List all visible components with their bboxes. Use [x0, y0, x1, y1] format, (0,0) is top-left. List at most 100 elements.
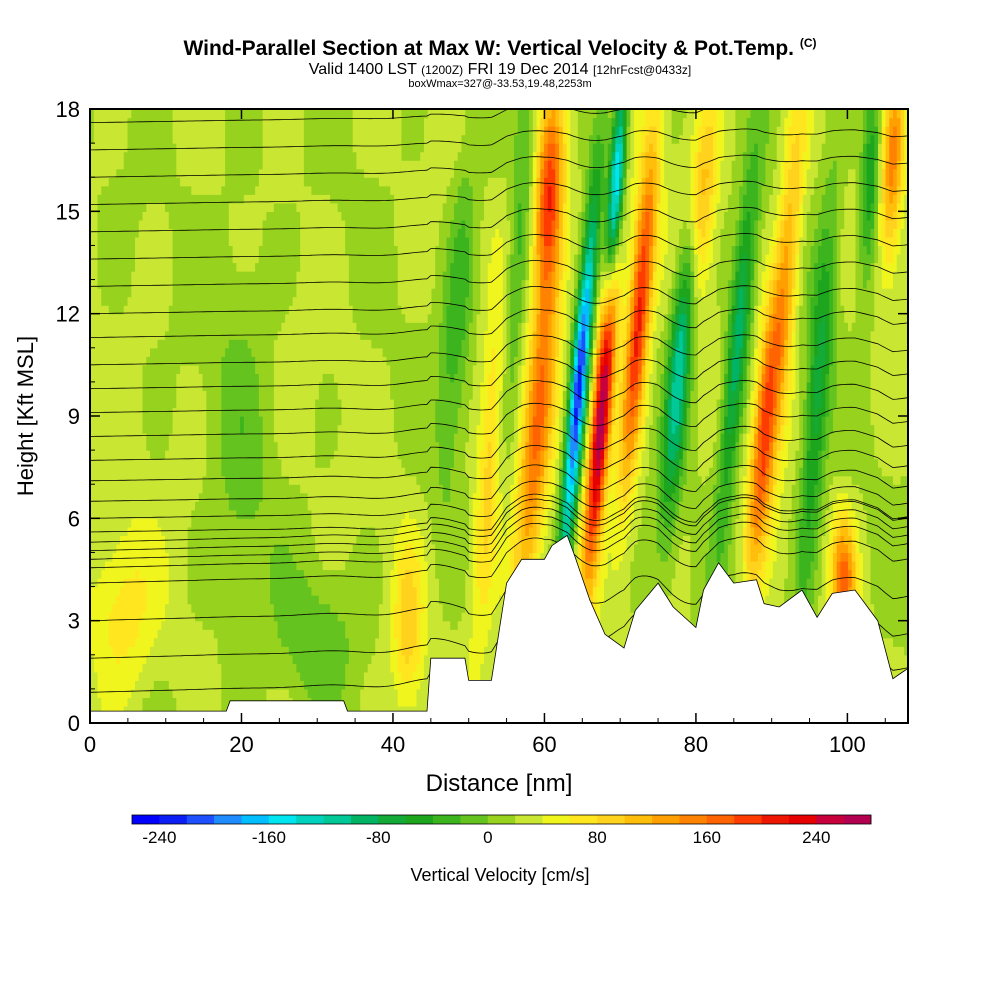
w-cell [258, 552, 264, 562]
w-cell [221, 560, 226, 571]
w-cell [360, 680, 365, 690]
w-cell [108, 569, 114, 579]
w-cell [300, 612, 305, 622]
w-cell [791, 552, 797, 562]
w-cell [386, 569, 391, 579]
w-cell [453, 569, 459, 579]
w-cell [157, 535, 162, 545]
w-cell [101, 637, 106, 647]
w-cell [829, 543, 834, 554]
w-cell [480, 612, 485, 622]
w-cell [799, 543, 804, 554]
w-cell [273, 560, 279, 571]
w-cell [330, 535, 335, 545]
w-cell [502, 586, 508, 596]
w-cell [382, 578, 388, 588]
w-cell [416, 629, 421, 639]
w-cell [724, 526, 729, 536]
w-cell [589, 586, 594, 596]
w-cell [240, 629, 245, 639]
w-cell [840, 552, 845, 562]
w-cell [240, 560, 245, 571]
w-cell [656, 578, 661, 588]
w-cell [285, 629, 290, 639]
w-cell [108, 697, 114, 707]
w-cell [825, 569, 830, 579]
w-cell [799, 526, 804, 536]
w-cell [172, 595, 177, 605]
w-cell [352, 603, 358, 613]
w-cell [378, 612, 384, 622]
w-cell [142, 654, 147, 664]
w-cell [90, 560, 95, 571]
w-cell [326, 535, 331, 545]
w-cell [273, 688, 279, 699]
w-cell [277, 603, 282, 613]
w-cell [348, 578, 354, 588]
w-cell [416, 612, 421, 622]
w-cell [337, 671, 342, 681]
w-cell [386, 595, 391, 605]
w-cell [277, 654, 282, 664]
w-cell [480, 535, 485, 545]
w-cell [446, 637, 451, 647]
w-cell [146, 560, 151, 571]
w-cell [468, 535, 474, 545]
w-cell [262, 663, 267, 673]
w-cell [382, 526, 388, 536]
w-cell [453, 552, 459, 562]
w-cell [465, 552, 470, 562]
w-cell [318, 526, 324, 536]
w-cell [889, 603, 894, 613]
w-cell [682, 603, 688, 613]
w-cell [116, 612, 121, 622]
w-cell [266, 612, 271, 622]
w-cell [476, 663, 481, 673]
w-cell [472, 560, 478, 571]
w-cell [630, 560, 635, 571]
w-cell [258, 620, 264, 630]
w-cell [198, 569, 204, 579]
w-cell [191, 697, 196, 707]
w-cell [468, 586, 474, 596]
w-cell [341, 654, 346, 664]
w-cell [307, 680, 312, 690]
w-cell [476, 543, 481, 554]
w-cell [776, 543, 782, 554]
w-cell [300, 629, 305, 639]
w-cell [243, 680, 249, 690]
w-cell [123, 560, 129, 571]
w-cell [202, 535, 207, 545]
w-cell [457, 603, 463, 613]
w-cell [112, 612, 117, 622]
w-cell [408, 620, 414, 630]
w-cell [401, 654, 406, 664]
w-cell [116, 680, 121, 690]
w-cell [622, 560, 628, 571]
w-cell [390, 671, 395, 681]
w-cell [682, 552, 688, 562]
w-cell [487, 671, 493, 681]
w-cell [874, 612, 879, 622]
w-cell [266, 680, 271, 690]
w-cell [780, 543, 785, 554]
w-cell [138, 637, 144, 647]
w-cell [90, 595, 95, 605]
w-cell [671, 552, 676, 562]
w-cell [600, 543, 605, 554]
w-cell [168, 620, 174, 630]
w-cell [682, 543, 688, 554]
w-cell [138, 671, 144, 681]
w-cell [120, 646, 125, 656]
w-cell [341, 671, 346, 681]
w-cell [153, 705, 159, 716]
w-cell [832, 560, 838, 571]
w-cell [423, 560, 429, 571]
w-cell [525, 552, 530, 562]
w-cell [232, 620, 237, 630]
w-cell [232, 560, 237, 571]
w-cell [255, 603, 260, 613]
w-cell [675, 578, 680, 588]
w-cell [592, 569, 598, 579]
w-cell [645, 578, 650, 588]
